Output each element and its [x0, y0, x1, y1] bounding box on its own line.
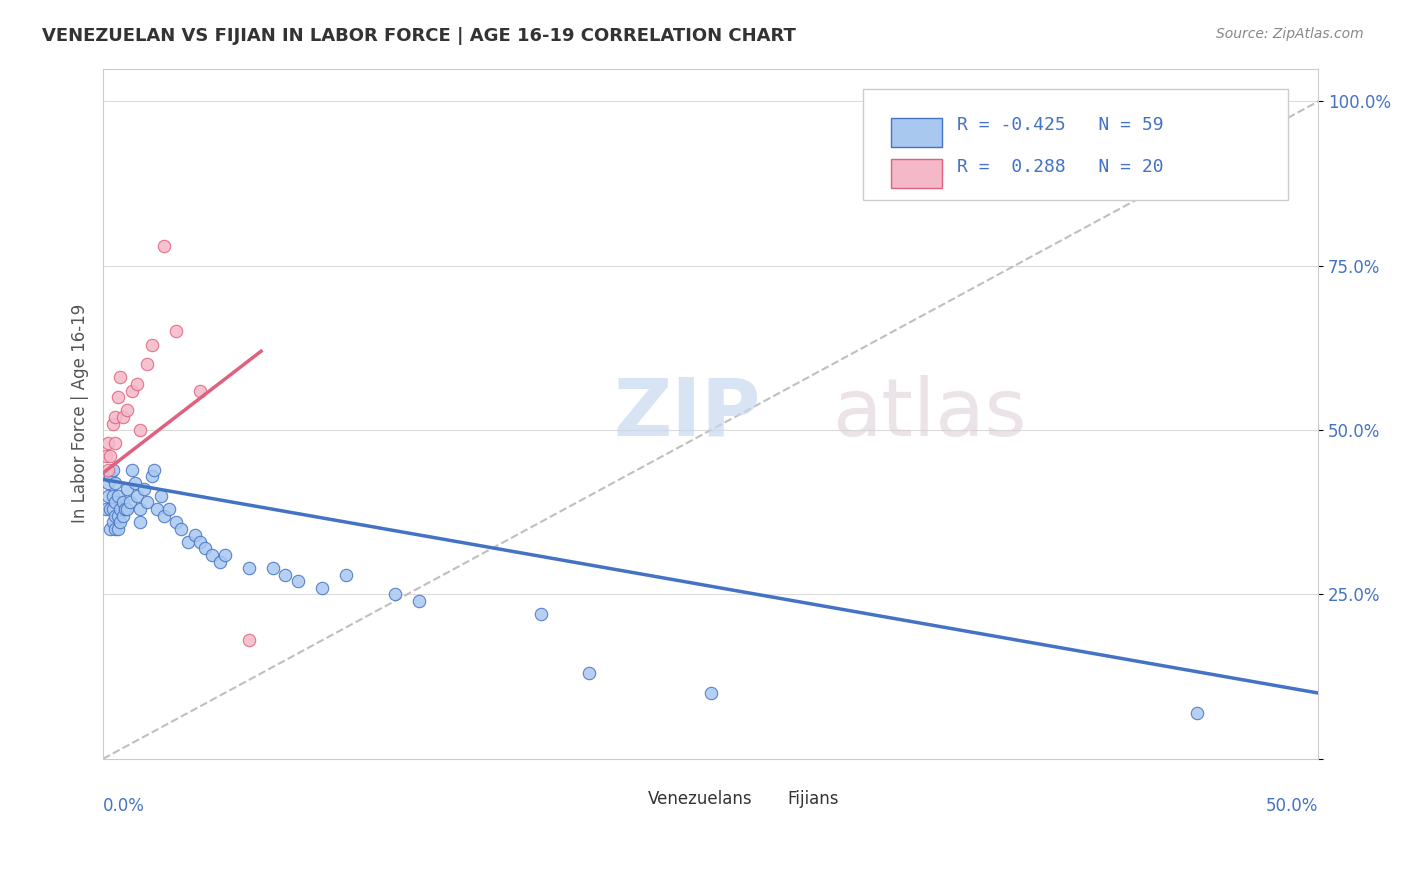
- Point: [128, 515, 150, 529]
- Point: [384, 587, 406, 601]
- Point: [101, 489, 124, 503]
- Point: [118, 495, 141, 509]
- Text: Venezuelans: Venezuelans: [648, 789, 752, 808]
- Text: ZIP: ZIP: [613, 375, 761, 452]
- Point: [208, 555, 231, 569]
- Text: atlas: atlas: [832, 375, 1026, 452]
- Point: [97, 489, 120, 503]
- Point: [150, 489, 173, 503]
- Point: [121, 462, 143, 476]
- Point: [104, 522, 127, 536]
- Point: [128, 423, 150, 437]
- Point: [194, 541, 217, 556]
- Point: [238, 561, 260, 575]
- Point: [100, 450, 122, 464]
- Point: [699, 686, 721, 700]
- Point: [101, 502, 124, 516]
- Point: [104, 409, 127, 424]
- Point: [143, 462, 166, 476]
- Point: [135, 357, 157, 371]
- Text: R = -0.425   N = 59: R = -0.425 N = 59: [957, 116, 1164, 134]
- Point: [111, 409, 134, 424]
- Point: [188, 384, 211, 398]
- Point: [262, 561, 284, 575]
- Point: [100, 502, 122, 516]
- Point: [121, 384, 143, 398]
- Text: 50.0%: 50.0%: [1265, 797, 1319, 814]
- Point: [107, 522, 129, 536]
- Point: [108, 370, 131, 384]
- Point: [145, 502, 167, 516]
- Point: [117, 403, 139, 417]
- Point: [117, 502, 139, 516]
- Point: [101, 462, 124, 476]
- Text: VENEZUELAN VS FIJIAN IN LABOR FORCE | AGE 16-19 CORRELATION CHART: VENEZUELAN VS FIJIAN IN LABOR FORCE | AG…: [42, 27, 796, 45]
- Point: [153, 508, 176, 523]
- Point: [1185, 706, 1208, 720]
- Point: [188, 534, 211, 549]
- Point: [141, 337, 163, 351]
- Point: [107, 508, 129, 523]
- FancyBboxPatch shape: [890, 159, 942, 188]
- Point: [529, 607, 551, 622]
- Point: [201, 548, 224, 562]
- Point: [100, 469, 122, 483]
- Point: [100, 522, 122, 536]
- Point: [97, 462, 120, 476]
- Point: [170, 522, 193, 536]
- Point: [165, 325, 187, 339]
- Point: [141, 469, 163, 483]
- FancyBboxPatch shape: [890, 118, 942, 146]
- Point: [214, 548, 236, 562]
- FancyBboxPatch shape: [863, 89, 1288, 200]
- Text: 0.0%: 0.0%: [103, 797, 145, 814]
- Point: [153, 239, 176, 253]
- Point: [177, 534, 200, 549]
- Point: [111, 495, 134, 509]
- Point: [127, 489, 149, 503]
- Point: [108, 502, 131, 516]
- Text: Fijians: Fijians: [787, 789, 839, 808]
- Point: [157, 502, 180, 516]
- Point: [274, 567, 297, 582]
- Point: [127, 377, 149, 392]
- Point: [408, 594, 430, 608]
- Point: [108, 515, 131, 529]
- Point: [287, 574, 309, 589]
- Point: [107, 390, 129, 404]
- Point: [104, 436, 127, 450]
- Point: [97, 475, 120, 490]
- Point: [104, 495, 127, 509]
- Text: R =  0.288   N = 20: R = 0.288 N = 20: [957, 158, 1164, 176]
- Point: [114, 502, 136, 516]
- Point: [165, 515, 187, 529]
- Point: [101, 515, 124, 529]
- Point: [97, 436, 120, 450]
- Point: [117, 482, 139, 496]
- FancyBboxPatch shape: [612, 788, 643, 810]
- Point: [135, 495, 157, 509]
- Point: [124, 475, 146, 490]
- Point: [104, 475, 127, 490]
- Y-axis label: In Labor Force | Age 16-19: In Labor Force | Age 16-19: [72, 304, 89, 524]
- Point: [94, 450, 117, 464]
- Point: [101, 417, 124, 431]
- Point: [134, 482, 156, 496]
- Point: [238, 633, 260, 648]
- Point: [94, 502, 117, 516]
- Point: [578, 666, 600, 681]
- FancyBboxPatch shape: [751, 788, 782, 810]
- Point: [104, 508, 127, 523]
- Point: [111, 508, 134, 523]
- Point: [128, 502, 150, 516]
- Point: [311, 581, 333, 595]
- Point: [335, 567, 357, 582]
- Point: [107, 489, 129, 503]
- Text: Source: ZipAtlas.com: Source: ZipAtlas.com: [1216, 27, 1364, 41]
- Point: [184, 528, 207, 542]
